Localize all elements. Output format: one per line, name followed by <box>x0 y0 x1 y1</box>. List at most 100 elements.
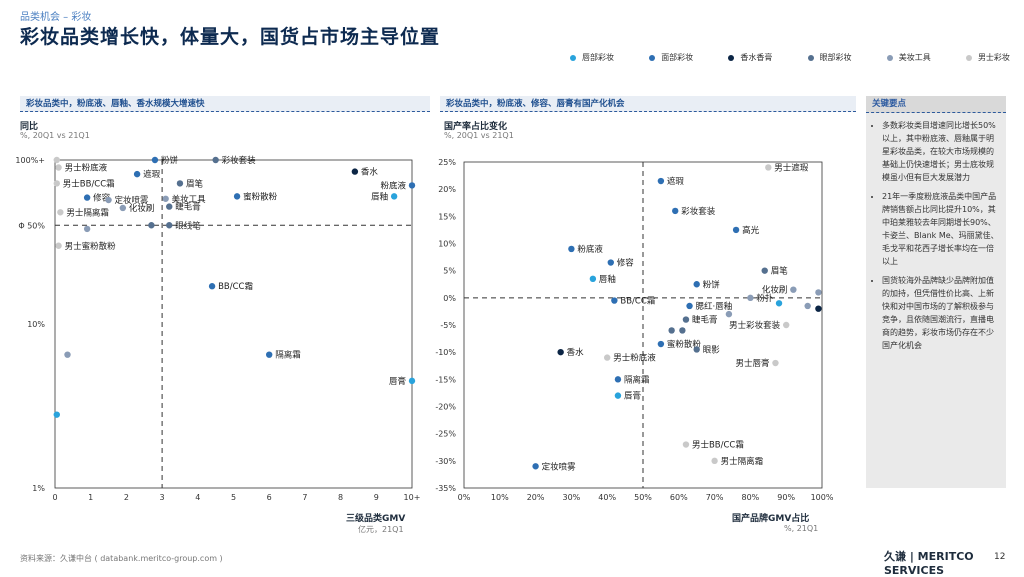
legend-label: 香水香膏 <box>740 53 773 62</box>
data-label: 粉底液 <box>380 180 406 191</box>
data-label: 香水 <box>567 347 585 358</box>
data-point <box>614 392 622 399</box>
data-label: 修容 <box>93 193 111 204</box>
data-label: 睫毛膏 <box>175 202 201 213</box>
data-label: 遮瑕 <box>667 176 685 187</box>
data-point <box>765 164 772 171</box>
data-point <box>53 180 60 187</box>
right-section-title: 彩妆品类中，粉底液、修容、唇膏有国产化机会 <box>440 96 856 112</box>
data-label: 唇釉 <box>599 274 616 285</box>
data-label: 遮瑕 <box>143 169 161 180</box>
data-point <box>83 194 91 201</box>
data-point <box>105 196 112 204</box>
x-tick-label: 4 <box>195 493 200 502</box>
data-point <box>815 289 822 296</box>
y-tick-label: 100%+ <box>15 156 45 165</box>
y-tick-label: 10% <box>27 320 45 329</box>
left-xunit: 亿元，21Q1 <box>358 525 404 534</box>
x-tick-label: 60% <box>670 493 688 502</box>
data-point <box>557 348 564 356</box>
data-point <box>151 156 159 164</box>
data-label: BB/CC霜 <box>620 297 655 307</box>
data-label: 定妆喷雾 <box>542 461 577 472</box>
data-point <box>532 463 539 470</box>
data-label: 彩妆套装 <box>681 206 716 217</box>
data-label: 男士粉底液 <box>65 163 108 174</box>
data-label: 化妆刷 <box>762 285 788 296</box>
x-tick-label: 80% <box>742 493 760 502</box>
left-xlabel: 三级品类GMV <box>346 514 406 524</box>
y-tick-label: -20% <box>435 403 456 412</box>
data-point <box>614 376 622 383</box>
y-tick-label: 25% <box>438 158 456 167</box>
x-tick-label: 20% <box>527 493 545 502</box>
data-label: 粉底液 <box>577 244 603 255</box>
data-point <box>53 411 60 418</box>
data-point <box>390 193 398 200</box>
page-title: 彩妆品类增长快，体量大，国货占市场主导位置 <box>20 26 441 48</box>
legend-item: 美妆工具 <box>886 52 931 63</box>
x-tick-label: 50% <box>634 493 652 502</box>
plot-frame <box>54 159 413 489</box>
data-point <box>133 170 141 178</box>
y-tick-label: 15% <box>438 212 456 221</box>
right-xunit: %, 21Q1 <box>784 524 819 533</box>
data-point <box>568 245 575 253</box>
y-tick-label: -30% <box>435 457 456 466</box>
y-tick-label: 10% <box>438 240 456 249</box>
data-label: 男士唇膏 <box>735 358 769 369</box>
data-label: 定妆喷雾 <box>115 195 150 206</box>
key-takeaways-panel: 关键要点 多数彩妆类目增速同比增长50%以上，其中粉底液、唇釉属于明星彩妆品类，… <box>866 96 1006 488</box>
data-point <box>672 207 679 215</box>
y-tick-label: 5% <box>443 267 456 276</box>
data-label: 隔离霜 <box>275 350 301 361</box>
data-point <box>208 283 216 290</box>
right-scatter-chart: -35% -30% -25% -20% -15% -10% -5% 0% 5% 10% 15% 20%… <box>435 158 834 502</box>
x-tick-label: 5 <box>231 493 236 502</box>
legend-dot-icon <box>965 54 972 61</box>
legend-item: 香水香膏 <box>728 52 772 63</box>
data-label: 眉笔 <box>186 178 204 189</box>
legend-item: 面部彩妆 <box>649 52 693 63</box>
x-tick-label: 1 <box>88 493 93 502</box>
data-label: 眉笔 <box>771 266 789 277</box>
data-point <box>589 275 597 283</box>
data-label: 睫毛膏 <box>692 315 718 326</box>
data-label: 隔离霜 <box>624 374 650 385</box>
legend-dot-icon <box>886 54 893 61</box>
legend-label: 美妆工具 <box>898 53 931 62</box>
x-tick-label: 7 <box>302 493 307 502</box>
y-tick-label: Φ 50% <box>18 221 45 230</box>
data-point <box>682 441 690 448</box>
data-point <box>732 226 740 234</box>
x-tick-label: 10% <box>491 493 509 502</box>
y-tick-label: -25% <box>435 430 456 439</box>
data-label: 唇膏 <box>389 376 406 387</box>
data-point <box>607 259 614 266</box>
data-point <box>57 209 64 216</box>
data-point <box>657 177 665 185</box>
data-point <box>711 457 718 465</box>
data-point <box>693 346 700 353</box>
data-point <box>790 286 797 293</box>
x-tick-label: 40% <box>598 493 616 502</box>
legend-label: 男士彩妆 <box>977 53 1010 62</box>
right-chart-label: 国产率占比变化 <box>444 122 508 132</box>
x-tick-label: 0% <box>458 493 471 502</box>
x-tick-label: 9 <box>374 493 379 502</box>
data-label: 男士彩妆套装 <box>729 320 781 331</box>
data-point <box>212 156 219 164</box>
x-tick-label: 0 <box>52 493 57 502</box>
data-point <box>55 242 62 249</box>
legend-label: 唇部彩妆 <box>582 53 614 62</box>
data-label: 男士粉底液 <box>613 353 656 364</box>
y-tick-label: 20% <box>438 185 456 194</box>
page-number: 12 <box>994 552 1006 562</box>
left-scatter-chart: 1% 10% Φ 50% 100%+ 0 1 2 3 4 5 6 7 8 9 10+ 男士粉底液遮瑕男士BB/… <box>15 155 420 502</box>
data-label: 粉扑 <box>756 293 774 304</box>
company-logo: 久谦 | MERITCO SERVICES <box>884 550 974 577</box>
data-label: 男士隔离霜 <box>66 207 109 218</box>
left-section-title: 彩妆品类中，粉底液、唇釉、香水规模大增速快 <box>20 96 430 112</box>
takeaway-item: 国货较海外品牌缺少品牌附加值的加持，但凭借性价比高、上新快和对中国市场的了解积极… <box>882 274 1000 352</box>
data-label: 美妆工具 <box>172 194 207 205</box>
